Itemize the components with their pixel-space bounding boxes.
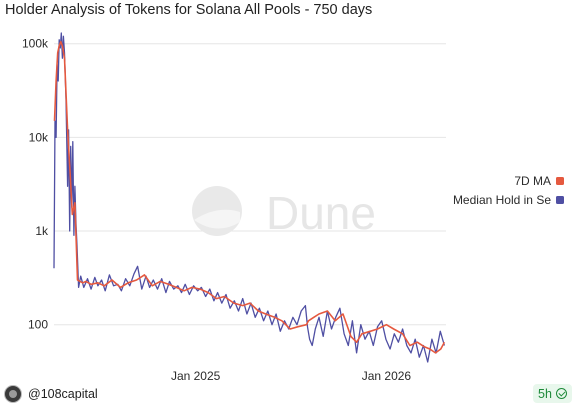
series-lines bbox=[53, 32, 446, 363]
legend-label-7d-ma: 7D MA bbox=[514, 174, 551, 188]
dune-logo-swoosh bbox=[194, 209, 240, 229]
legend-label-median-hold: Median Hold in Se bbox=[453, 193, 551, 207]
series-line-median-hold[interactable] bbox=[53, 32, 446, 363]
legend-item-median-hold[interactable]: Median Hold in Se bbox=[453, 193, 564, 207]
x-tick-label: Jan 2025 bbox=[171, 369, 221, 383]
x-tick-label: Jan 2026 bbox=[362, 369, 412, 383]
watermark-text: Dune bbox=[266, 187, 376, 239]
x-axis-ticks: Jan 2025 Jan 2026 bbox=[171, 369, 411, 383]
author-info[interactable]: @108capital bbox=[4, 385, 98, 403]
legend-swatch-7d-ma bbox=[556, 177, 564, 185]
y-tick-label: 10k bbox=[29, 130, 49, 144]
freshness-badge[interactable]: 5h bbox=[533, 384, 572, 403]
y-axis-ticks: 100 1k 10k 100k bbox=[22, 37, 49, 332]
dune-watermark: Dune bbox=[192, 186, 376, 239]
y-tick-label: 1k bbox=[35, 224, 49, 238]
check-circle-icon bbox=[555, 388, 567, 399]
y-tick-label: 100k bbox=[22, 37, 49, 51]
age-label: 5h bbox=[538, 386, 552, 401]
grid-lines bbox=[54, 43, 446, 326]
author-handle[interactable]: @108capital bbox=[28, 387, 98, 401]
y-tick-label: 100 bbox=[28, 318, 48, 332]
legend-item-7d-ma[interactable]: 7D MA bbox=[514, 174, 564, 188]
series-line-7d-ma[interactable] bbox=[53, 40, 446, 354]
user-avatar-icon bbox=[4, 385, 22, 403]
chart-title: Holder Analysis of Tokens for Solana All… bbox=[5, 2, 373, 18]
legend[interactable]: 7D MA Median Hold in Se bbox=[453, 174, 564, 207]
legend-swatch-median-hold bbox=[556, 196, 564, 204]
